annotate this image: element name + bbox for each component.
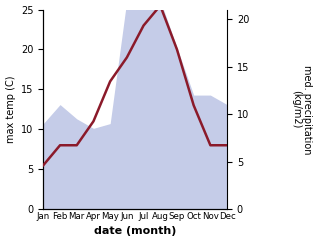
Y-axis label: max temp (C): max temp (C) [5, 76, 16, 143]
X-axis label: date (month): date (month) [94, 227, 176, 236]
Y-axis label: med. precipitation
(kg/m2): med. precipitation (kg/m2) [291, 65, 313, 154]
